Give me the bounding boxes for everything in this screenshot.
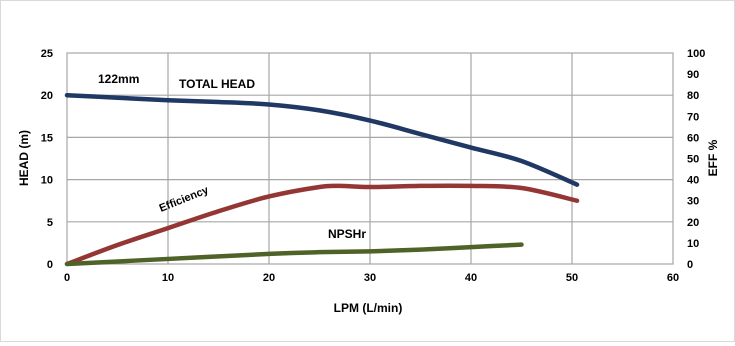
series-line-npshr — [64, 242, 524, 267]
y-tick-label: 20 — [41, 90, 53, 102]
series-line-total-head — [64, 92, 580, 187]
y2-tick-label: 60 — [687, 132, 699, 144]
efficiency-annotation: Efficiency — [158, 184, 211, 215]
x-tick-label: 0 — [64, 272, 70, 284]
x-tick-label: 50 — [566, 272, 578, 284]
y2-tick-label: 30 — [687, 196, 699, 208]
y2-tick-label: 50 — [687, 154, 699, 166]
impeller-size-annotation: 122mm — [98, 72, 139, 86]
tick-labels: 0 10 20 30 40 50 60 0 5 10 15 20 25 0 10 20 30 40 50 60 70 80… — [41, 48, 706, 284]
y-tick-label: 0 — [47, 259, 53, 271]
npshr-annotation: NPSHr — [328, 227, 366, 241]
x-tick-label: 40 — [465, 272, 477, 284]
y-axis-label: HEAD (m) — [17, 130, 31, 186]
y-tick-label: 25 — [41, 48, 53, 60]
series-line-efficiency — [64, 183, 580, 267]
y-tick-label: 5 — [47, 217, 53, 229]
x-axis-label: LPM (L/min) — [334, 301, 403, 315]
y2-tick-label: 10 — [687, 238, 699, 250]
x-tick-label: 10 — [162, 272, 174, 284]
x-tick-label: 20 — [263, 272, 275, 284]
series-lines — [64, 92, 580, 267]
y-tick-label: 10 — [41, 175, 53, 187]
y2-tick-label: 0 — [687, 259, 693, 271]
pump-curve-chart: 0 10 20 30 40 50 60 0 5 10 15 20 25 0 10 20 30 40 50 60 70 80… — [17, 48, 720, 315]
y2-tick-label: 100 — [687, 48, 705, 60]
y2-tick-label: 70 — [687, 111, 699, 123]
y2-tick-label: 40 — [687, 175, 699, 187]
y2-tick-label: 80 — [687, 90, 699, 102]
y2-tick-label: 20 — [687, 217, 699, 229]
x-tick-label: 30 — [364, 272, 376, 284]
y2-axis-label: EFF % — [706, 139, 720, 176]
grid — [66, 52, 674, 265]
y2-tick-label: 90 — [687, 69, 699, 81]
total-head-annotation: TOTAL HEAD — [179, 77, 255, 91]
x-tick-label: 60 — [667, 272, 679, 284]
y-tick-label: 15 — [41, 132, 53, 144]
